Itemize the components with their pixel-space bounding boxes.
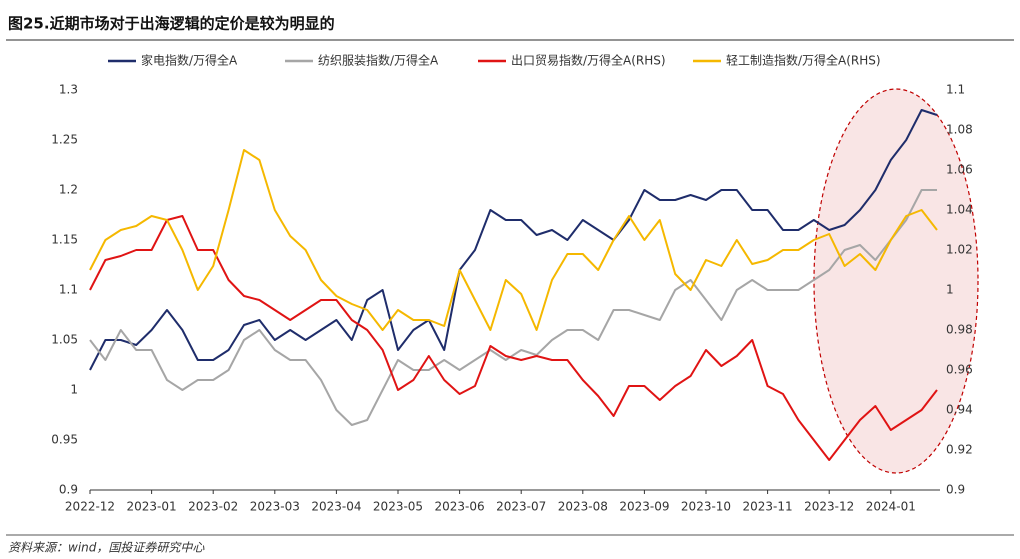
series-line — [89, 109, 938, 371]
y2-tick-label: 1.04 — [946, 203, 973, 217]
y2-tick-label: 1.06 — [946, 163, 973, 177]
y2-tick-label: 1.1 — [946, 83, 965, 97]
y-tick-label: 0.95 — [51, 433, 78, 447]
x-tick-label: 2023-04 — [311, 500, 361, 514]
series-line — [89, 215, 938, 461]
y2-tick-label: 0.96 — [946, 363, 973, 377]
legend-label: 家电指数/万得全A — [141, 53, 238, 68]
x-tick-label: 2023-02 — [188, 500, 238, 514]
x-tick-label: 2023-12 — [804, 500, 854, 514]
y-tick-label: 0.9 — [59, 483, 78, 497]
source-note: 资料来源：wind，国投证券研究中心 — [8, 541, 205, 555]
x-tick-label: 2023-01 — [127, 500, 177, 514]
y2-tick-label: 1.02 — [946, 243, 973, 257]
y2-tick-label: 0.9 — [946, 483, 965, 497]
x-tick-label: 2023-05 — [373, 500, 423, 514]
legend-label: 出口贸易指数/万得全A(RHS) — [511, 53, 666, 68]
x-tick-label: 2023-08 — [558, 500, 608, 514]
x-tick-label: 2023-03 — [250, 500, 300, 514]
y-tick-label: 1.05 — [51, 333, 78, 347]
x-tick-label: 2023-10 — [681, 500, 731, 514]
x-tick-label: 2023-09 — [619, 500, 669, 514]
x-tick-label: 2022-12 — [65, 500, 115, 514]
chart-title: 图25.近期市场对于出海逻辑的定价是较为明显的 — [8, 15, 335, 33]
y-tick-label: 1.15 — [51, 233, 78, 247]
y-tick-label: 1.25 — [51, 133, 78, 147]
y2-tick-label: 1 — [946, 283, 954, 297]
y-tick-label: 1.2 — [59, 183, 78, 197]
y-tick-label: 1 — [70, 383, 78, 397]
legend-label: 纺织服装指数/万得全A — [318, 53, 439, 68]
x-tick-label: 2023-06 — [435, 500, 485, 514]
y-tick-label: 1.1 — [59, 283, 78, 297]
highlight-ellipse — [813, 88, 979, 474]
series-line — [89, 189, 937, 426]
legend-label: 轻工制造指数/万得全A(RHS) — [726, 53, 881, 68]
y2-tick-label: 0.94 — [946, 403, 973, 417]
y2-tick-label: 0.98 — [946, 323, 973, 337]
x-tick-label: 2023-07 — [496, 500, 546, 514]
y2-tick-label: 1.08 — [946, 123, 973, 137]
y-tick-label: 1.3 — [59, 83, 78, 97]
series-line — [89, 149, 938, 331]
y2-tick-label: 0.92 — [946, 443, 973, 457]
x-tick-label: 2024-01 — [866, 500, 916, 514]
x-tick-label: 2023-11 — [743, 500, 793, 514]
